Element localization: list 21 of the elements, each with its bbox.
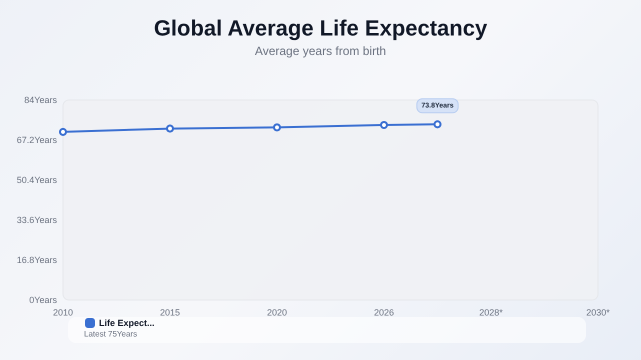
point <box>59 128 67 136</box>
y-tick-label: 33.6Years <box>16 215 58 225</box>
x-tick-label: 2030* <box>586 308 610 318</box>
x-tick-label: 2026 <box>374 308 394 318</box>
x-tick-label: 2010 <box>52 308 74 318</box>
legend-label: Life Expect... <box>99 318 155 328</box>
y-tick-label: 16.8Years <box>16 255 58 265</box>
x-tick-label: 2028* <box>479 308 504 318</box>
point <box>166 124 174 133</box>
y-tick-label: 67.2Years <box>16 135 58 145</box>
chart-subtitle: Average years from birth <box>254 44 386 58</box>
text: Latest 75Years <box>84 330 138 338</box>
x-tick-label: 2015 <box>160 308 180 318</box>
point <box>434 120 442 128</box>
y-tick-label: 84Years <box>24 95 58 105</box>
y-tick-label: 0Years <box>29 295 58 305</box>
x-tick-label: 2020 <box>266 308 288 318</box>
point <box>380 121 388 129</box>
chart-title: Global Average Life Expectancy <box>154 16 488 40</box>
point <box>273 123 281 132</box>
y-tick-label: 50.4Years <box>16 175 58 185</box>
